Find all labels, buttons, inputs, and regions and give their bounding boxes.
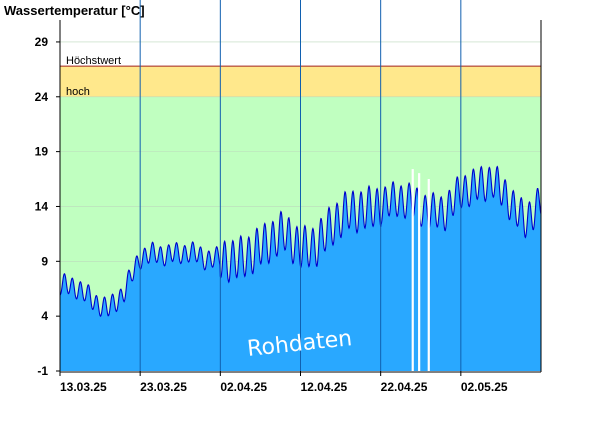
y-tick-label: 9 — [41, 254, 48, 268]
y-tick-label: 14 — [35, 199, 49, 213]
max-band-label: Höchstwert — [66, 55, 121, 67]
x-tick-label: 13.03.25 — [60, 380, 107, 394]
x-tick-label: 02.04.25 — [220, 380, 267, 394]
date-separators — [139, 0, 462, 371]
x-tick-labels: 13.03.25 23.03.25 02.04.25 12.04.25 22.04.25… — [59, 371, 508, 394]
high-band-label: hoch — [66, 86, 90, 98]
x-tick-label: 23.03.25 — [140, 380, 187, 394]
chart-title: Wassertemperatur [°C] — [4, 3, 145, 18]
y-tick-labels: 29 24 19 14 9 4 -1 — [35, 35, 60, 378]
y-tick-label: -1 — [37, 364, 48, 378]
x-tick-label: 02.05.25 — [461, 380, 508, 394]
data-gaps — [411, 169, 430, 371]
plot-area: Höchstwert hoch Rohdaten — [59, 0, 542, 371]
y-tick-label: 29 — [35, 35, 49, 49]
y-tick-label: 19 — [35, 145, 49, 159]
x-tick-label: 12.04.25 — [301, 380, 348, 394]
y-tick-label: 24 — [35, 90, 49, 104]
x-tick-label: 22.04.25 — [381, 380, 428, 394]
y-tick-label: 4 — [41, 309, 48, 323]
